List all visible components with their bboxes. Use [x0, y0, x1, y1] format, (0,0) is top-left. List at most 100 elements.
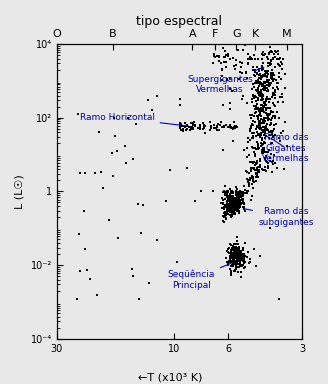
- Point: [236, 248, 241, 254]
- Point: [254, 124, 259, 131]
- Point: [126, 115, 131, 121]
- Point: [235, 264, 240, 270]
- Point: [266, 51, 271, 57]
- Point: [211, 60, 216, 66]
- Point: [254, 70, 259, 76]
- Point: [271, 158, 276, 164]
- Point: [233, 266, 238, 272]
- Point: [232, 63, 237, 69]
- Point: [239, 189, 244, 195]
- Point: [253, 80, 258, 86]
- Point: [219, 124, 224, 130]
- Point: [234, 202, 239, 209]
- Point: [234, 255, 239, 262]
- Point: [190, 126, 195, 132]
- Point: [251, 113, 256, 119]
- Point: [271, 122, 277, 128]
- Point: [281, 166, 286, 172]
- Point: [214, 124, 219, 131]
- Point: [239, 196, 244, 202]
- Point: [227, 198, 232, 204]
- Point: [253, 146, 258, 152]
- Point: [229, 206, 234, 212]
- Point: [270, 78, 275, 84]
- Point: [252, 145, 257, 151]
- Point: [224, 203, 229, 209]
- Point: [220, 195, 225, 201]
- Point: [240, 189, 246, 195]
- Point: [233, 192, 238, 198]
- Point: [260, 81, 266, 87]
- Point: [253, 171, 258, 177]
- Point: [235, 197, 240, 203]
- Point: [74, 295, 80, 301]
- Point: [270, 99, 275, 106]
- Point: [256, 116, 261, 122]
- Point: [240, 46, 245, 53]
- Point: [279, 61, 285, 67]
- Point: [230, 203, 235, 209]
- Point: [234, 248, 239, 255]
- Point: [244, 100, 250, 106]
- Point: [225, 197, 230, 204]
- Point: [256, 167, 261, 173]
- Point: [255, 113, 260, 119]
- Point: [229, 201, 234, 207]
- Point: [249, 121, 255, 127]
- Point: [253, 179, 258, 185]
- Point: [232, 261, 237, 267]
- Point: [225, 211, 230, 217]
- Point: [256, 167, 261, 173]
- Point: [256, 125, 262, 131]
- Point: [275, 61, 280, 67]
- Point: [257, 93, 262, 99]
- Point: [257, 131, 262, 137]
- Point: [260, 67, 265, 73]
- Point: [223, 212, 228, 218]
- Point: [231, 195, 236, 201]
- Point: [178, 127, 183, 133]
- Point: [230, 197, 235, 203]
- Point: [224, 65, 229, 71]
- Point: [270, 73, 275, 79]
- Point: [258, 142, 263, 149]
- Point: [255, 89, 260, 96]
- Point: [264, 96, 269, 102]
- Point: [234, 197, 239, 204]
- Point: [241, 255, 246, 261]
- Point: [259, 142, 264, 148]
- Point: [268, 151, 273, 157]
- Point: [267, 41, 272, 47]
- Point: [242, 263, 247, 270]
- Point: [234, 204, 239, 210]
- Point: [262, 156, 267, 162]
- Point: [269, 115, 275, 121]
- Point: [217, 58, 222, 65]
- Point: [217, 53, 222, 59]
- Point: [264, 88, 269, 94]
- Point: [255, 86, 260, 93]
- Point: [250, 135, 256, 141]
- Point: [271, 126, 277, 132]
- Point: [259, 74, 265, 80]
- Point: [238, 248, 243, 255]
- Point: [227, 204, 232, 210]
- Point: [228, 259, 233, 265]
- Point: [257, 31, 262, 38]
- Point: [226, 195, 232, 201]
- Point: [233, 201, 238, 207]
- Point: [260, 141, 265, 147]
- Y-axis label: L (L☉): L (L☉): [15, 174, 25, 209]
- Point: [177, 122, 182, 129]
- Point: [249, 86, 255, 92]
- Point: [273, 160, 278, 166]
- Point: [133, 121, 138, 127]
- Point: [273, 48, 278, 54]
- Point: [219, 76, 224, 83]
- Point: [225, 259, 230, 265]
- Point: [242, 260, 247, 266]
- Point: [259, 51, 265, 57]
- Point: [257, 134, 263, 140]
- Point: [225, 208, 230, 214]
- Point: [228, 270, 234, 276]
